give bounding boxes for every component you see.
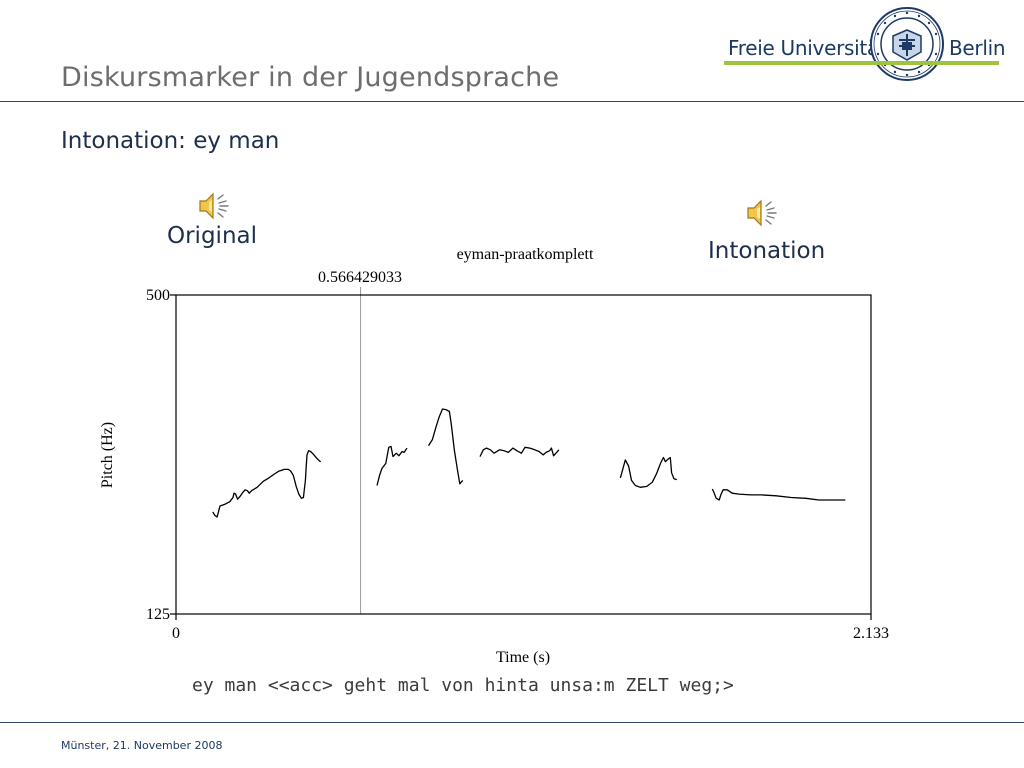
- x-axis-label: Time (s): [496, 649, 550, 666]
- pitch-segment-6: [711, 488, 846, 501]
- original-audio-label[interactable]: Original: [167, 223, 258, 249]
- y-tick-label-bottom: 125: [146, 606, 170, 623]
- chart-title: eyman-praatkomplett: [457, 246, 594, 263]
- university-logo: Freie Universität Berlin: [724, 6, 1006, 82]
- speaker-icon-intonation[interactable]: [745, 197, 779, 229]
- slide-title: Diskursmarker in der Jugendsprache: [61, 62, 560, 93]
- y-tick-label-top: 500: [146, 287, 170, 304]
- y-axis-label: Pitch (Hz): [99, 422, 116, 488]
- logo-text-right: Berlin: [949, 36, 1006, 60]
- x-tick-label-right: 2.133: [853, 625, 889, 642]
- logo-underline: [724, 61, 999, 65]
- speaker-icon-original[interactable]: [197, 190, 231, 222]
- plot-frame: [175, 294, 872, 615]
- pitch-segment-4: [479, 446, 560, 457]
- cursor-label: 0.566429033: [318, 269, 402, 286]
- pitch-segment-3: [427, 408, 464, 485]
- x-tick-label-left: 0: [172, 625, 180, 642]
- pitch-contour: [212, 408, 846, 518]
- footer-date: Münster, 21. November 2008: [61, 739, 223, 752]
- pitch-segment-5: [619, 456, 677, 488]
- transcript-text: ey man <<acc> geht mal von hinta unsa:m …: [192, 675, 734, 696]
- footer-divider: [0, 722, 1024, 723]
- logo-text-left: Freie Universität: [728, 36, 887, 60]
- pitch-segment-1: [212, 450, 322, 518]
- title-divider: [0, 101, 1024, 102]
- intonation-audio-label[interactable]: Intonation: [708, 238, 826, 264]
- slide-subtitle: Intonation: ey man: [61, 128, 280, 154]
- pitch-segment-2: [376, 445, 408, 486]
